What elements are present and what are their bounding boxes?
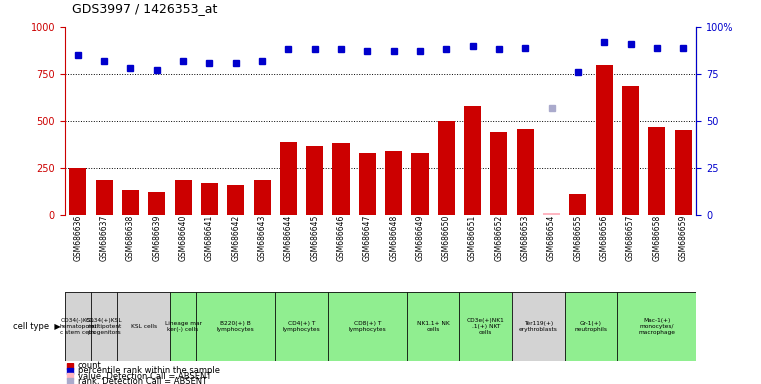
Text: GSM686655: GSM686655 [573,215,582,262]
Text: NK1.1+ NK
cells: NK1.1+ NK cells [417,321,450,332]
Bar [228,185,244,215]
Text: GSM686643: GSM686643 [257,215,266,262]
Text: GSM686654: GSM686654 [547,215,556,262]
Bar [543,213,560,215]
Bar [412,153,428,215]
Text: Ter119(+)
erythroblasts: Ter119(+) erythroblasts [519,321,558,332]
Text: GDS3997 / 1426353_at: GDS3997 / 1426353_at [72,2,218,15]
Text: GSM686649: GSM686649 [416,215,425,262]
Bar [596,65,613,215]
Text: GSM686648: GSM686648 [389,215,398,261]
Bar [490,132,508,215]
Bar [622,86,639,215]
Bar [385,151,403,215]
Text: cell type  ▶: cell type ▶ [13,322,61,331]
Text: B220(+) B
lymphocytes: B220(+) B lymphocytes [217,321,255,332]
Bar [648,127,665,215]
Bar [358,153,376,215]
Text: GSM686659: GSM686659 [679,215,688,262]
Text: GSM686658: GSM686658 [652,215,661,261]
Text: CD3e(+)NK1
.1(+) NKT
cells: CD3e(+)NK1 .1(+) NKT cells [467,318,505,335]
Text: GSM686642: GSM686642 [231,215,240,261]
Bar [438,121,455,215]
Bar [148,192,165,215]
Bar [96,180,113,215]
Text: CD8(+) T
lymphocytes: CD8(+) T lymphocytes [349,321,387,332]
Bar [69,168,87,215]
Text: GSM686647: GSM686647 [363,215,372,262]
Bar [565,292,617,361]
Text: count: count [78,361,102,370]
Bar [464,106,481,215]
Text: GSM686656: GSM686656 [600,215,609,262]
Bar [512,292,565,361]
Bar [280,142,297,215]
Text: GSM686645: GSM686645 [310,215,319,262]
Text: GSM686653: GSM686653 [521,215,530,262]
Text: Gr-1(+)
neutrophils: Gr-1(+) neutrophils [575,321,607,332]
Text: GSM686650: GSM686650 [442,215,451,262]
Text: CD34(-)KSL
hematopoiet
c stem cells: CD34(-)KSL hematopoiet c stem cells [59,318,97,335]
Text: percentile rank within the sample: percentile rank within the sample [78,366,220,375]
Bar [117,292,170,361]
Text: Lineage mar
ker(-) cells: Lineage mar ker(-) cells [164,321,202,332]
Text: GSM686646: GSM686646 [336,215,345,262]
Text: KSL cells: KSL cells [131,324,157,329]
Text: GSM686640: GSM686640 [179,215,188,262]
Text: GSM686652: GSM686652 [495,215,504,261]
Bar [275,292,328,361]
Bar [170,292,196,361]
Bar [517,129,533,215]
Bar [174,180,192,215]
Bar [617,292,696,361]
Text: GSM686641: GSM686641 [205,215,214,261]
Text: Mac-1(+)
monocytes/
macrophage: Mac-1(+) monocytes/ macrophage [638,318,675,335]
Text: GSM686657: GSM686657 [626,215,635,262]
Text: CD34(+)KSL
multipotent
progenitors: CD34(+)KSL multipotent progenitors [86,318,123,335]
Bar [674,131,692,215]
Bar [122,190,139,215]
Text: GSM686651: GSM686651 [468,215,477,261]
Bar [91,292,117,361]
Text: GSM686639: GSM686639 [152,215,161,262]
Bar [569,194,587,215]
Bar [407,292,460,361]
Text: GSM686637: GSM686637 [100,215,109,262]
Bar [201,183,218,215]
Bar [196,292,275,361]
Bar [333,142,349,215]
Text: rank, Detection Call = ABSENT: rank, Detection Call = ABSENT [78,377,207,384]
Text: GSM686638: GSM686638 [126,215,135,261]
Bar [306,146,323,215]
Text: GSM686644: GSM686644 [284,215,293,262]
Bar [65,292,91,361]
Bar [253,180,271,215]
Text: CD4(+) T
lymphocytes: CD4(+) T lymphocytes [282,321,320,332]
Text: GSM686636: GSM686636 [73,215,82,262]
Text: value, Detection Call = ABSENT: value, Detection Call = ABSENT [78,372,212,381]
Bar [328,292,407,361]
Bar [460,292,512,361]
